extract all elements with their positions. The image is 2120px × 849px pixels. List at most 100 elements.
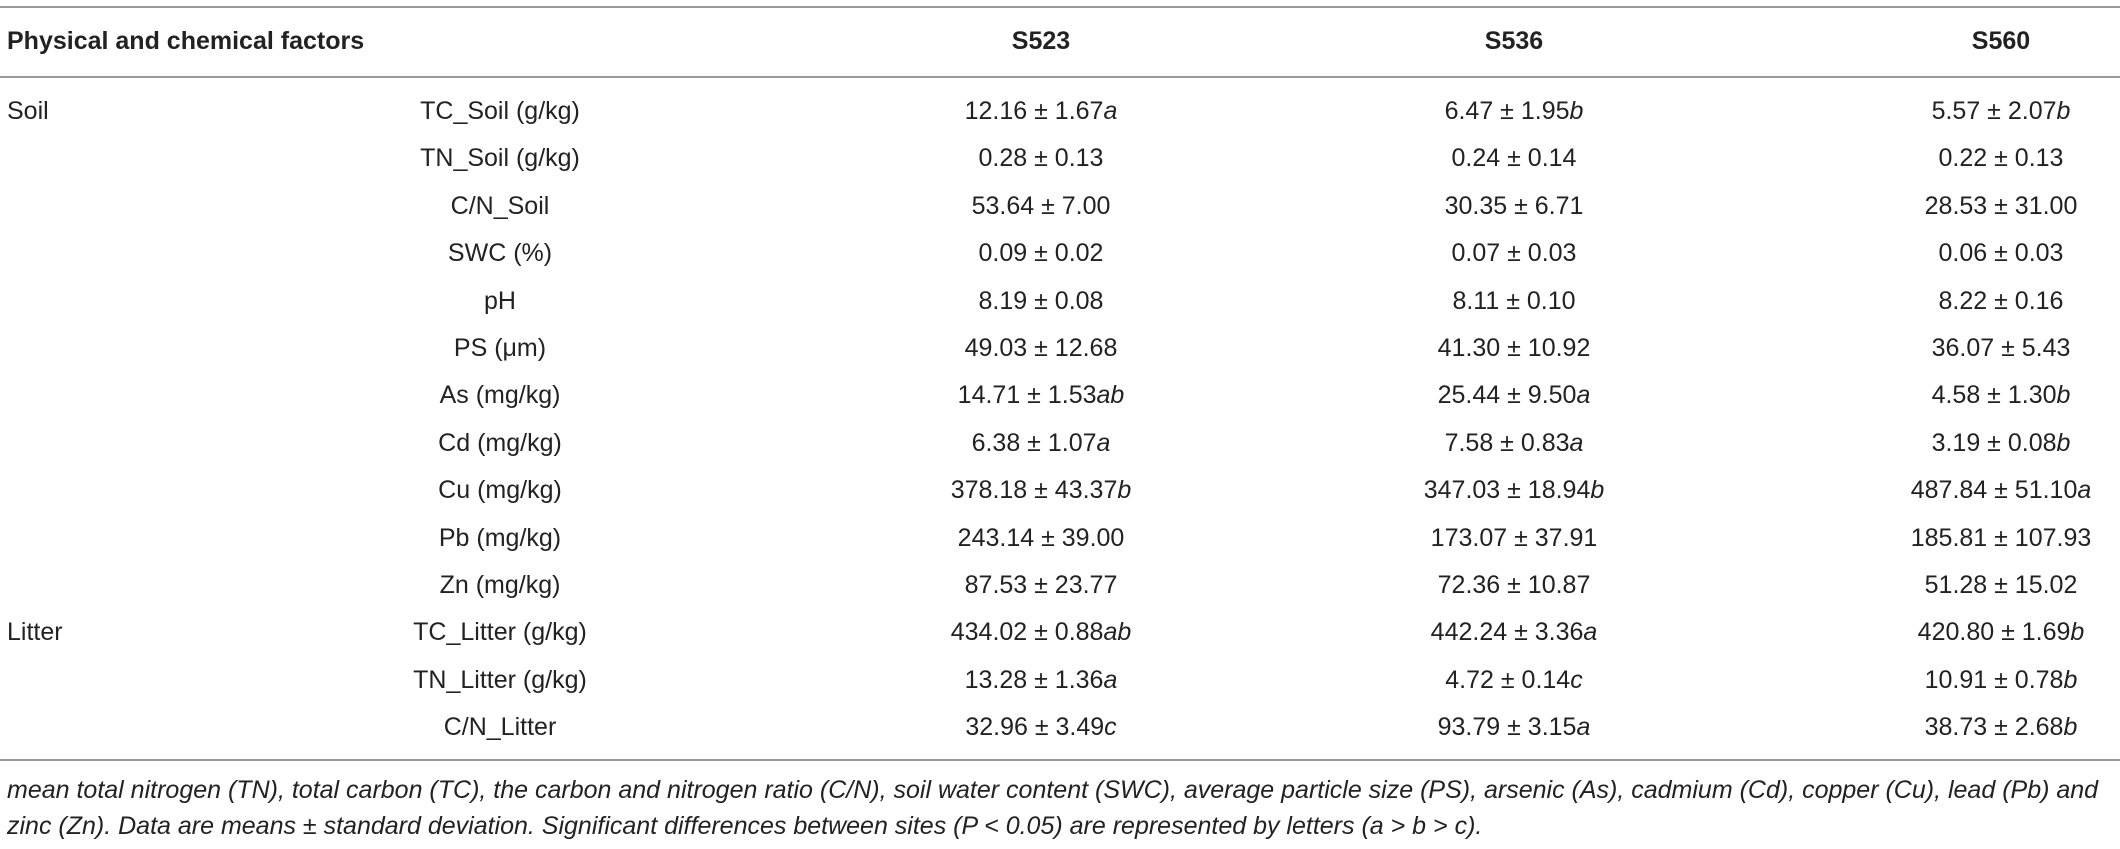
value-cell: 12.16 ± 1.67a bbox=[965, 96, 1118, 126]
value: 38.73 ± 2.68 bbox=[1924, 713, 2064, 742]
value: 0.28 ± 0.13 bbox=[978, 144, 1104, 173]
value-cell: 0.07 ± 0.03 bbox=[1452, 238, 1577, 268]
value-cell: 0.09 ± 0.02 bbox=[979, 238, 1104, 268]
factor-label: As (mg/kg) bbox=[439, 381, 561, 410]
value-cell: 3.19 ± 0.08b bbox=[1932, 428, 2071, 458]
value: 4.72 ± 0.14 bbox=[1445, 665, 1571, 694]
significance-letter: a bbox=[1583, 618, 1598, 647]
value: 0.24 ± 0.14 bbox=[1451, 144, 1577, 173]
value-cell: 32.96 ± 3.49c bbox=[965, 712, 1116, 742]
value-cell: 420.80 ± 1.69b bbox=[1918, 617, 2085, 647]
significance-letter: b bbox=[1117, 476, 1132, 505]
value: 378.18 ± 43.37 bbox=[950, 476, 1118, 505]
value-cell: 8.19 ± 0.08 bbox=[979, 286, 1104, 316]
value-cell: 72.36 ± 10.87 bbox=[1438, 570, 1591, 600]
bottom-rule bbox=[0, 759, 2120, 761]
value: 420.80 ± 1.69 bbox=[1917, 618, 2071, 647]
factor-label: TN_Litter (g/kg) bbox=[413, 665, 587, 694]
value: 0.09 ± 0.02 bbox=[978, 239, 1104, 268]
factor-label: Cu (mg/kg) bbox=[438, 476, 562, 505]
value: 8.22 ± 0.16 bbox=[1938, 286, 2064, 315]
value: 173.07 ± 37.91 bbox=[1430, 523, 1598, 552]
value-cell: 0.28 ± 0.13 bbox=[979, 143, 1104, 173]
value: 487.84 ± 51.10 bbox=[1910, 476, 2078, 505]
significance-letter: b bbox=[1569, 97, 1584, 125]
value: 347.03 ± 18.94 bbox=[1423, 476, 1591, 505]
value: 25.44 ± 9.50 bbox=[1437, 381, 1577, 410]
significance-letter: a bbox=[1569, 428, 1584, 457]
value-cell: 30.35 ± 6.71 bbox=[1445, 191, 1584, 221]
value-cell: 4.58 ± 1.30b bbox=[1932, 380, 2071, 410]
factor-label: pH bbox=[484, 286, 516, 315]
value-cell: 10.91 ± 0.78b bbox=[1925, 665, 2078, 695]
significance-letter: b bbox=[2056, 428, 2071, 457]
value-cell: 434.02 ± 0.88ab bbox=[951, 617, 1132, 647]
value: 6.38 ± 1.07 bbox=[971, 428, 1097, 457]
value-cell: 0.06 ± 0.03 bbox=[1939, 238, 2064, 268]
factor-label: C/N_Litter bbox=[443, 713, 557, 742]
value: 8.19 ± 0.08 bbox=[978, 286, 1104, 315]
group-label: Litter bbox=[7, 618, 63, 647]
factor-label: Cd (mg/kg) bbox=[438, 428, 562, 457]
value-cell: 13.28 ± 1.36a bbox=[965, 665, 1118, 695]
value: 72.36 ± 10.87 bbox=[1437, 571, 1591, 599]
factor-label: TN_Soil (g/kg) bbox=[420, 144, 580, 173]
significance-letter: b bbox=[2063, 665, 2078, 694]
significance-letter: a bbox=[2077, 476, 2092, 505]
value: 10.91 ± 0.78 bbox=[1924, 665, 2064, 694]
value-cell: 6.47 ± 1.95b bbox=[1445, 96, 1584, 126]
factor-label: PS (μm) bbox=[453, 334, 547, 362]
significance-letter: a bbox=[1103, 665, 1118, 694]
significance-letter: b bbox=[1590, 476, 1605, 505]
value-cell: 6.38 ± 1.07a bbox=[972, 428, 1111, 458]
value-cell: 5.57 ± 2.07b bbox=[1932, 96, 2071, 126]
header-cell: S523 bbox=[1011, 27, 1071, 55]
value-cell: 487.84 ± 51.10a bbox=[1911, 475, 2092, 505]
value: 87.53 ± 23.77 bbox=[964, 571, 1118, 599]
value: 442.24 ± 3.36 bbox=[1430, 618, 1584, 647]
factor-label: Pb (mg/kg) bbox=[438, 523, 562, 552]
value-cell: 185.81 ± 107.93 bbox=[1911, 523, 2092, 553]
value-cell: 4.72 ± 0.14c bbox=[1445, 665, 1582, 695]
significance-letter: a bbox=[1576, 713, 1591, 742]
significance-letter: a bbox=[1576, 381, 1591, 410]
significance-letter: a bbox=[1103, 97, 1118, 125]
factor-label: TC_Soil (g/kg) bbox=[420, 97, 580, 125]
value: 30.35 ± 6.71 bbox=[1444, 191, 1584, 220]
value-cell: 36.07 ± 5.43 bbox=[1932, 333, 2071, 363]
footnote: mean total nitrogen (TN), total carbon (… bbox=[7, 776, 2099, 840]
value: 51.28 ± 15.02 bbox=[1924, 571, 2078, 599]
significance-letter: ab bbox=[1103, 618, 1132, 647]
factor-label: SWC (%) bbox=[447, 239, 553, 268]
value-cell: 442.24 ± 3.36a bbox=[1431, 617, 1598, 647]
value-cell: 0.24 ± 0.14 bbox=[1452, 143, 1577, 173]
value-cell: 93.79 ± 3.15a bbox=[1438, 712, 1591, 742]
significance-letter: b bbox=[2070, 618, 2085, 647]
significance-letter: ab bbox=[1096, 381, 1125, 410]
value-cell: 347.03 ± 18.94b bbox=[1424, 475, 1605, 505]
value-cell: 53.64 ± 7.00 bbox=[972, 191, 1111, 221]
value: 12.16 ± 1.67 bbox=[964, 97, 1104, 125]
value: 14.71 ± 1.53 bbox=[957, 381, 1097, 410]
value: 13.28 ± 1.36 bbox=[964, 665, 1104, 694]
value: 434.02 ± 0.88 bbox=[950, 618, 1104, 647]
header-cell: S560 bbox=[1971, 27, 2031, 55]
value: 36.07 ± 5.43 bbox=[1931, 334, 2071, 362]
significance-letter: b bbox=[2056, 381, 2071, 410]
value: 49.03 ± 12.68 bbox=[964, 334, 1118, 362]
value-cell: 173.07 ± 37.91 bbox=[1431, 523, 1598, 553]
value: 93.79 ± 3.15 bbox=[1437, 713, 1577, 742]
group-label: Soil bbox=[7, 97, 49, 125]
significance-letter: b bbox=[2056, 97, 2071, 125]
value-cell: 25.44 ± 9.50a bbox=[1438, 380, 1591, 410]
significance-letter: c bbox=[1104, 713, 1117, 742]
significance-letter: c bbox=[1570, 665, 1583, 694]
value-cell: 8.22 ± 0.16 bbox=[1939, 286, 2064, 316]
value: 0.22 ± 0.13 bbox=[1938, 144, 2064, 173]
value-cell: 49.03 ± 12.68 bbox=[965, 333, 1118, 363]
value: 41.30 ± 10.92 bbox=[1437, 334, 1591, 362]
value-cell: 51.28 ± 15.02 bbox=[1925, 570, 2078, 600]
significance-letter: a bbox=[1096, 428, 1111, 457]
value: 53.64 ± 7.00 bbox=[971, 191, 1111, 220]
